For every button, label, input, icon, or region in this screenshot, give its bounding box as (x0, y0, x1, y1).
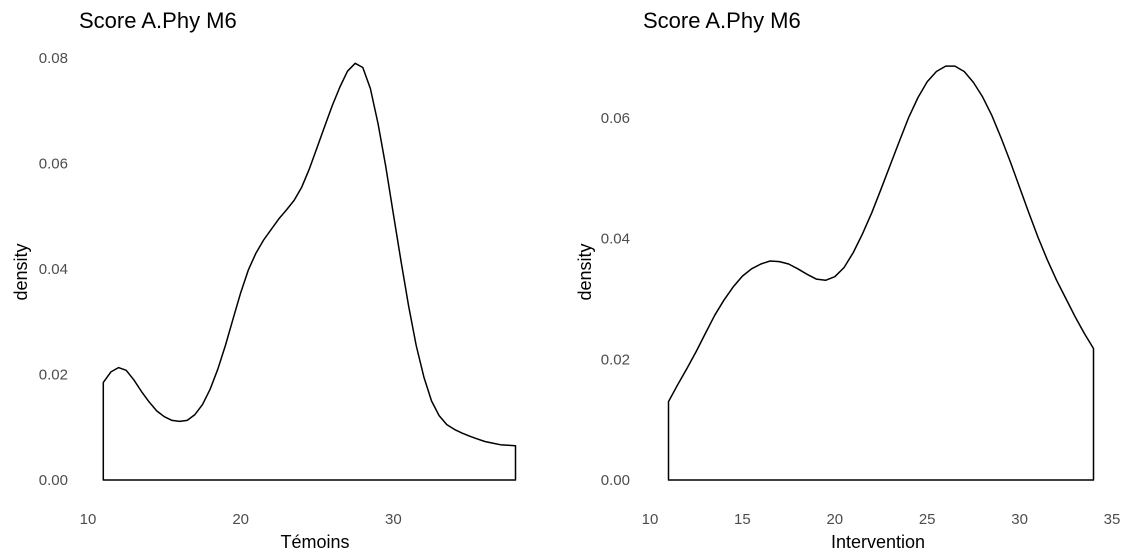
y-tick-label: 0.06 (39, 156, 68, 173)
x-tick-label: 20 (826, 511, 843, 528)
chart-title: Score A.Phy M6 (79, 8, 237, 33)
x-axis-ticks: 10 15 20 25 30 35 (642, 511, 1121, 528)
x-axis-ticks: 10 20 30 (80, 511, 402, 528)
y-tick-label: 0.00 (601, 472, 630, 489)
x-axis-label: Témoins (280, 532, 349, 552)
chart-panel-right: Score A.Phy M6 0.00 0.02 0.04 0.06 10 15 20 25… (575, 8, 1120, 552)
x-tick-label: 35 (1104, 511, 1121, 528)
density-curve (102, 62, 517, 481)
chart-panel-left: Score A.Phy M6 0.00 0.02 0.04 0.06 0.08 10 20… (11, 8, 517, 552)
x-axis-label: Intervention (831, 532, 925, 552)
density-curve (667, 65, 1095, 481)
x-tick-label: 10 (80, 511, 97, 528)
y-axis-ticks: 0.00 0.02 0.04 0.06 0.08 (39, 50, 68, 489)
y-tick-label: 0.06 (601, 110, 630, 127)
x-tick-label: 10 (642, 511, 659, 528)
y-axis-ticks: 0.00 0.02 0.04 0.06 (601, 110, 630, 489)
x-tick-label: 20 (232, 511, 249, 528)
y-axis-label: density (575, 243, 595, 300)
y-tick-label: 0.00 (39, 472, 68, 489)
y-tick-label: 0.02 (39, 367, 68, 384)
y-tick-label: 0.02 (601, 351, 630, 368)
y-tick-label: 0.04 (601, 231, 630, 248)
y-tick-label: 0.08 (39, 50, 68, 67)
x-tick-label: 30 (1011, 511, 1028, 528)
x-tick-label: 30 (385, 511, 402, 528)
x-tick-label: 15 (734, 511, 751, 528)
chart-title: Score A.Phy M6 (643, 8, 801, 33)
y-axis-label: density (11, 243, 31, 300)
y-tick-label: 0.04 (39, 261, 68, 278)
x-tick-label: 25 (919, 511, 936, 528)
